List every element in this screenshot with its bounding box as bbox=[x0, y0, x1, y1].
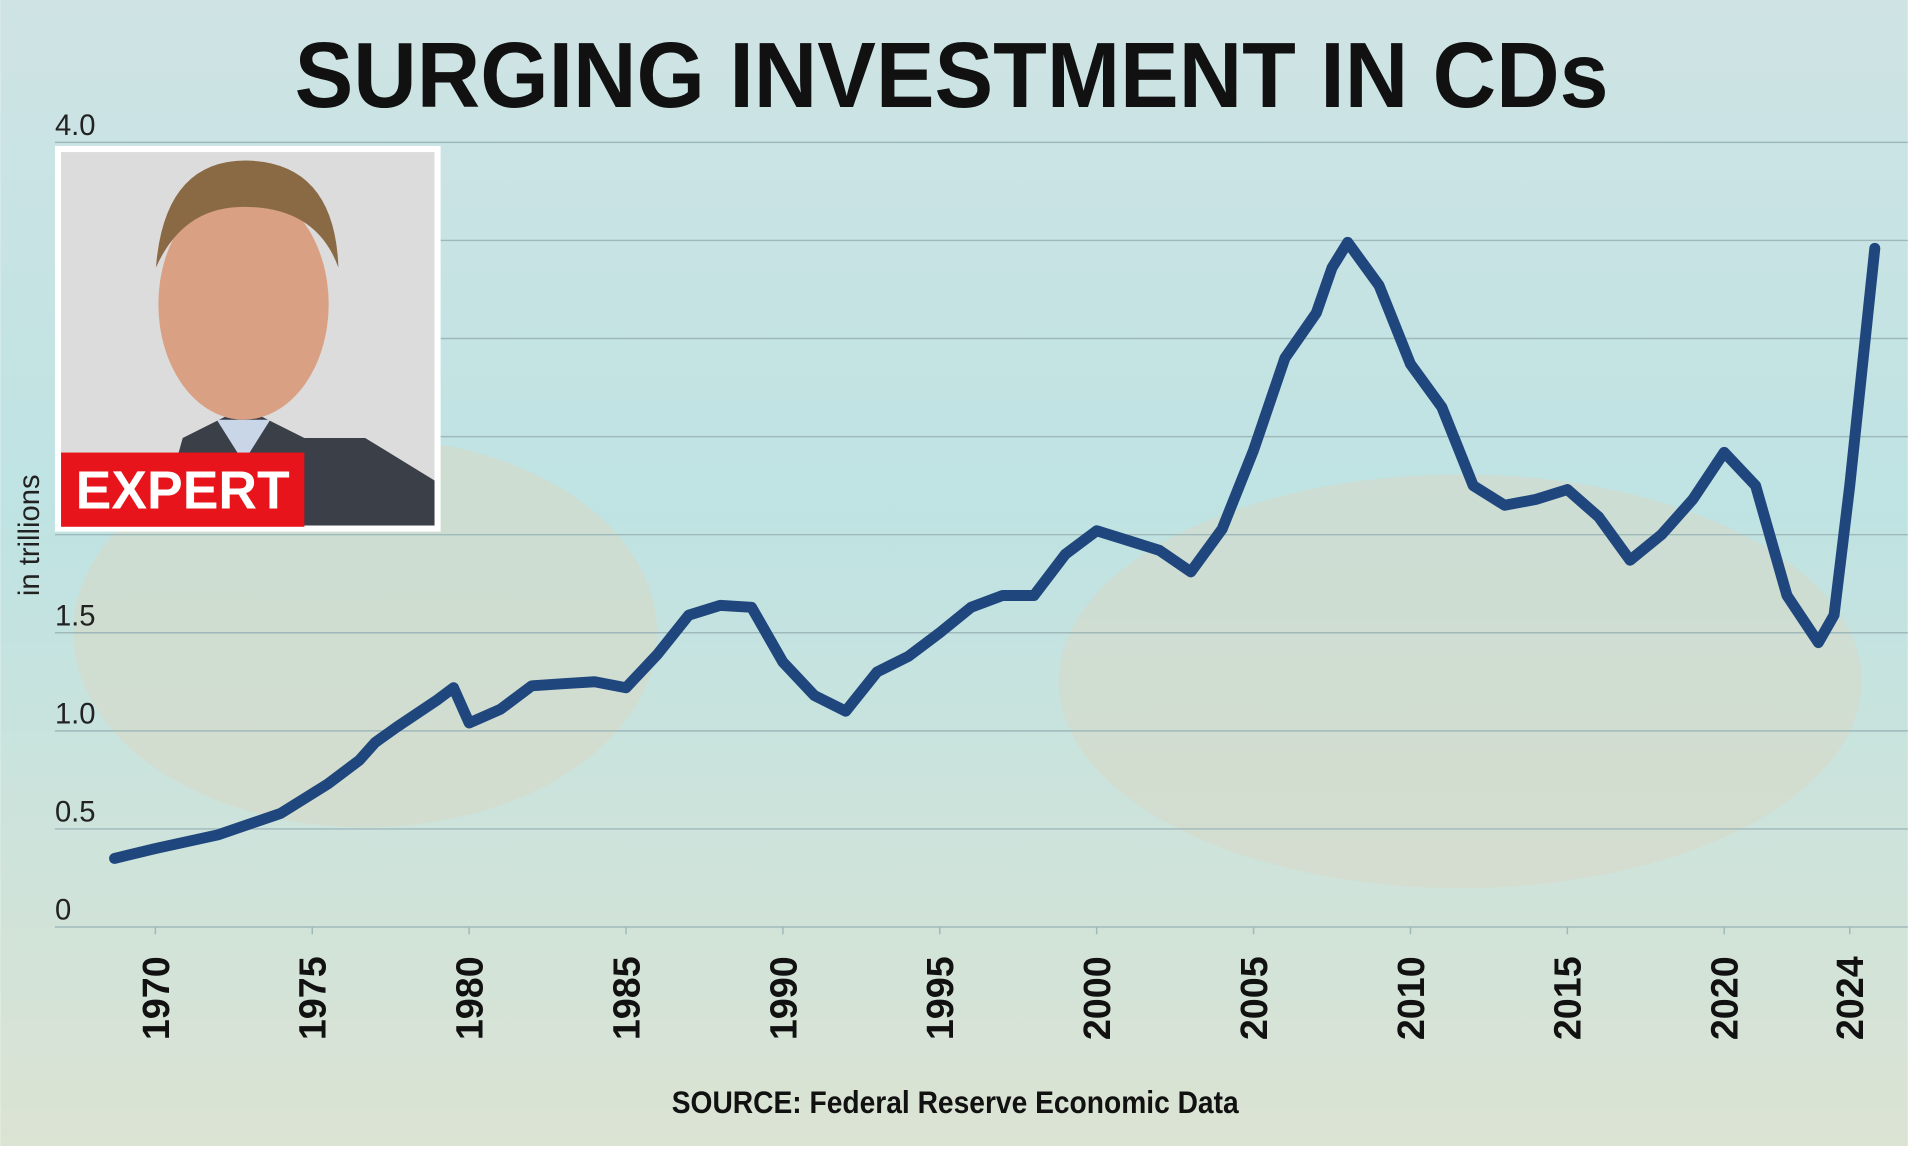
x-tick-label: 2015 bbox=[1547, 956, 1589, 1040]
chart-title: SURGING INVESTMENT IN CDs bbox=[295, 23, 1609, 127]
expert-photo: EXPERT bbox=[54, 145, 441, 532]
x-tick-label: 1985 bbox=[605, 956, 647, 1040]
x-tick-label: 2024 bbox=[1829, 956, 1871, 1040]
y-tick-label: 0 bbox=[55, 895, 71, 927]
y-tick-label: 0.5 bbox=[55, 797, 96, 829]
badge-label: EXPERT bbox=[76, 462, 290, 521]
x-tick-label: 2010 bbox=[1390, 956, 1432, 1040]
x-tick-label: 2005 bbox=[1233, 956, 1275, 1040]
background-blur bbox=[1058, 474, 1862, 889]
y-tick-label: 4.0 bbox=[55, 110, 96, 142]
x-tick-label: 2020 bbox=[1704, 956, 1746, 1040]
data-line bbox=[109, 236, 1881, 864]
y-axis-label: in trillions bbox=[14, 474, 46, 596]
photo-shirt bbox=[216, 419, 271, 463]
x-tick-label: 1980 bbox=[449, 956, 491, 1040]
photo-face bbox=[158, 188, 329, 420]
x-tick-label: 1970 bbox=[135, 956, 177, 1040]
photo-hair bbox=[155, 160, 339, 268]
source: SOURCE: Federal Reserve Economic Data bbox=[672, 1084, 1239, 1120]
badge bbox=[61, 452, 305, 527]
x-tick-label: 1995 bbox=[919, 956, 961, 1040]
x-tick-label: 1990 bbox=[762, 956, 804, 1040]
x-tick-label: 2000 bbox=[1076, 956, 1118, 1040]
y-tick-label: 1.0 bbox=[55, 699, 96, 731]
x-tick-label: 1975 bbox=[292, 956, 334, 1040]
y-tick-label: 1.5 bbox=[55, 600, 96, 632]
